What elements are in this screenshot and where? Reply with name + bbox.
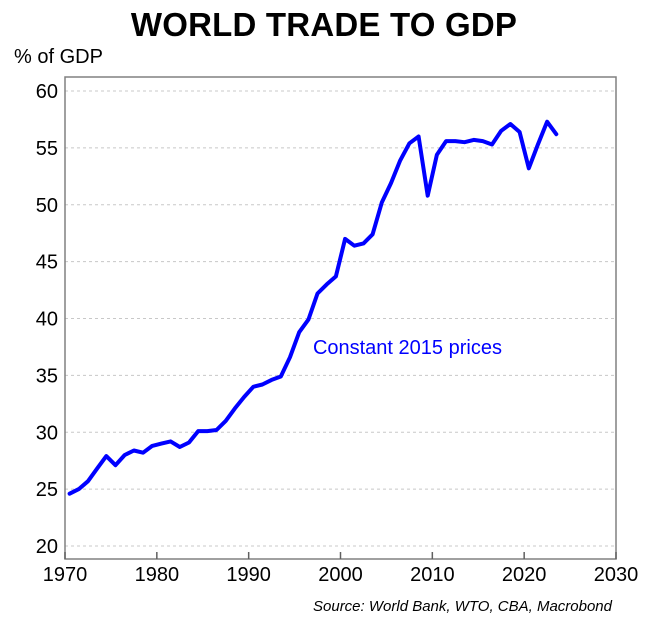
y-tick-label: 50 (36, 195, 58, 217)
x-axis-ticks: 1970 1980 1990 2000 2010 2020 2030 (43, 552, 639, 586)
chart-title: WORLD TRADE TO GDP (130, 6, 518, 43)
x-tick-label: 1980 (135, 564, 180, 586)
x-tick-label: 2010 (410, 564, 455, 586)
x-tick-label: 2020 (502, 564, 547, 586)
x-tick-label: 2030 (594, 564, 639, 586)
x-tick-label: 2000 (318, 564, 363, 586)
gridlines (65, 90, 616, 547)
y-tick-label: 45 (36, 252, 58, 274)
y-tick-label: 30 (36, 422, 58, 444)
y-tick-label: 20 (36, 536, 58, 558)
y-axis-ticks: 20 25 30 35 40 45 50 55 60 (36, 81, 58, 558)
y-axis-unit-label: % of GDP (14, 46, 103, 68)
y-tick-label: 60 (36, 81, 58, 103)
annotations: Constant 2015 prices (313, 337, 502, 359)
y-tick-label: 40 (36, 309, 58, 331)
y-tick-label: 25 (36, 479, 58, 501)
source-note: Source: World Bank, WTO, CBA, Macrobond (313, 598, 612, 615)
series-annotation-label: Constant 2015 prices (313, 337, 502, 359)
x-tick-label: 1970 (43, 564, 88, 586)
y-tick-label: 35 (36, 365, 58, 387)
series-line-constant-2015-prices (67, 119, 559, 496)
y-tick-label: 55 (36, 138, 58, 160)
x-tick-label: 1990 (226, 564, 271, 586)
